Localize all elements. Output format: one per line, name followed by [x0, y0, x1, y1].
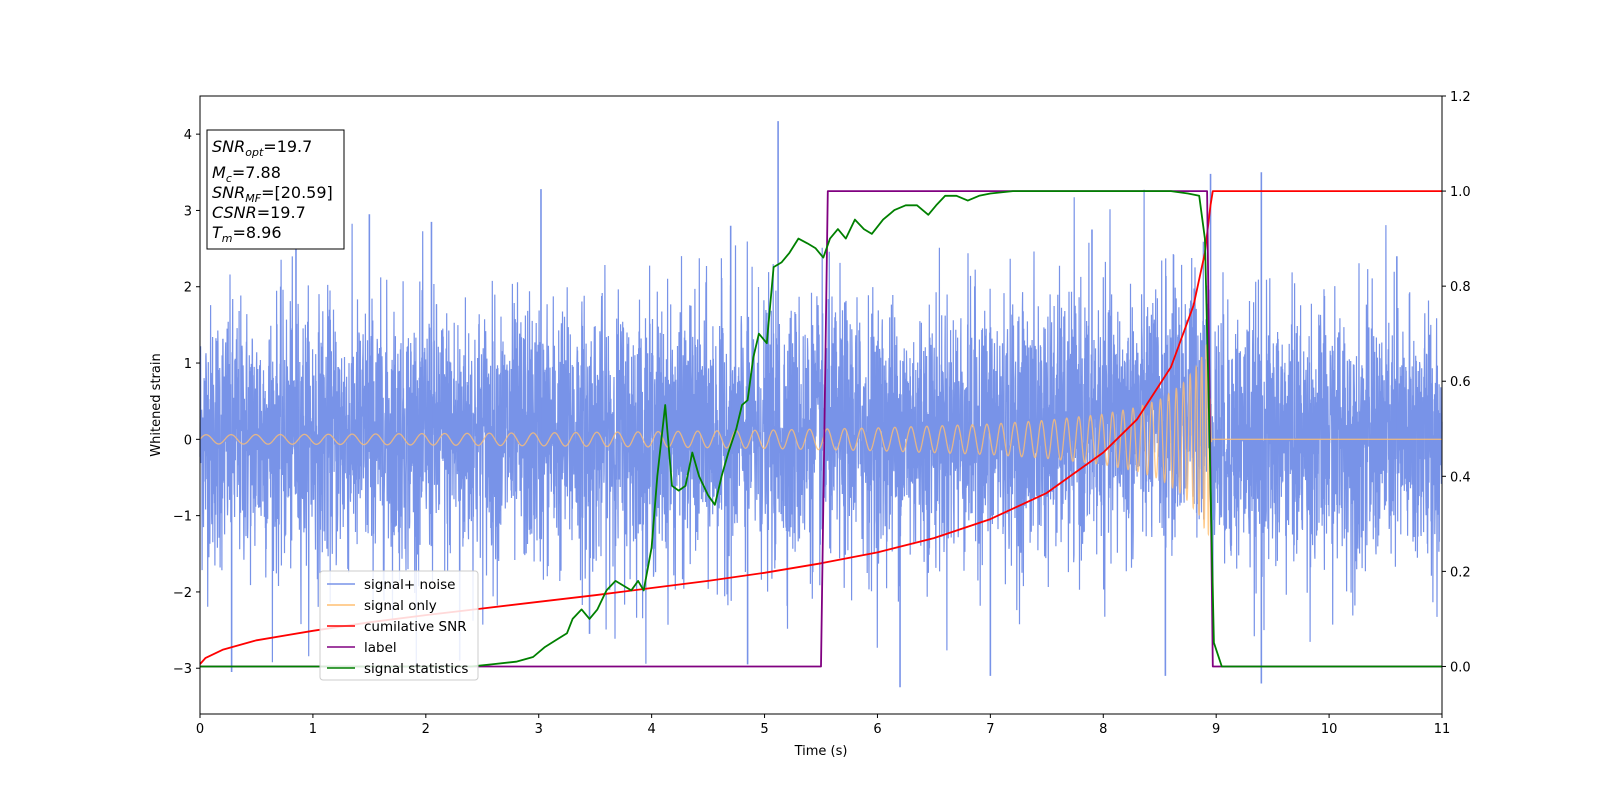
y-left-tick-label: 2 [184, 281, 192, 296]
y-left-tick-label: −1 [173, 510, 192, 525]
y-left-tick-label: −2 [173, 586, 192, 601]
legend-label-signal-statistics: signal statistics [364, 661, 468, 677]
x-tick-label: 6 [873, 722, 881, 737]
x-tick-label: 10 [1321, 722, 1338, 737]
info-csnr: CSNR=19.7 [212, 203, 306, 222]
legend-frame [319, 570, 479, 681]
y-axis-left-ticks: −3 −2 −1 0 1 2 3 4 [173, 128, 200, 677]
x-tick-label: 7 [986, 722, 994, 737]
y-left-tick-label: −3 [173, 662, 192, 677]
series-line-signal-only [199, 343, 1442, 537]
legend: signal+ noise signal only cumilative SNR… [319, 570, 479, 681]
x-tick-label: 1 [309, 722, 317, 737]
y-left-tick-label: 0 [184, 433, 192, 448]
info-box-frame [206, 129, 345, 250]
y-right-tick-label: 0.2 [1450, 565, 1471, 580]
info-mc: Mc=7.88 [212, 163, 281, 185]
y-left-tick-label: 1 [184, 357, 192, 372]
y-right-tick-label: 0.0 [1450, 660, 1471, 675]
y-axis-left-title: Whitened strain [149, 353, 164, 456]
x-tick-label: 9 [1212, 722, 1220, 737]
y-right-tick-label: 1.2 [1450, 90, 1471, 105]
legend-label-cumulative-snr: cumilative SNR [364, 619, 467, 635]
y-left-tick-label: 4 [184, 128, 192, 143]
y-right-tick-label: 0.6 [1450, 375, 1471, 390]
x-axis-ticks: 0 1 2 3 4 5 6 7 8 9 10 11 [196, 714, 1450, 737]
legend-label-signal-only: signal only [364, 598, 437, 614]
x-tick-label: 8 [1099, 722, 1107, 737]
info-box: SNRopt=19.7 Mc=7.88 SNRMF=[20.59] CSNR=1… [206, 129, 345, 250]
info-snr-opt: SNRopt=19.7 [212, 137, 312, 159]
y-right-tick-label: 1.0 [1450, 185, 1471, 200]
y-right-tick-label: 0.8 [1450, 280, 1471, 295]
axes-frame [199, 95, 1443, 715]
y-axis-right-ticks: 0.0 0.2 0.4 0.6 0.8 1.0 1.2 [1442, 90, 1471, 675]
x-tick-label: 4 [647, 722, 655, 737]
series-line-signal-statistics [200, 190, 1442, 668]
x-axis-title: Time (s) [794, 744, 848, 759]
legend-label-signal-noise: signal+ noise [364, 577, 455, 593]
info-snr-mf: SNRMF=[20.59] [212, 183, 333, 205]
y-left-tick-label: 3 [184, 204, 192, 219]
x-tick-label: 3 [535, 722, 543, 737]
x-tick-label: 2 [422, 722, 430, 737]
series-line-signal-noise [199, 189, 1443, 665]
y-right-tick-label: 0.4 [1450, 470, 1471, 485]
legend-label-label: label [364, 640, 397, 656]
x-tick-label: 0 [196, 722, 204, 737]
x-tick-label: 11 [1434, 722, 1451, 737]
x-tick-label: 5 [760, 722, 768, 737]
info-tm: Tm=8.96 [212, 223, 282, 245]
